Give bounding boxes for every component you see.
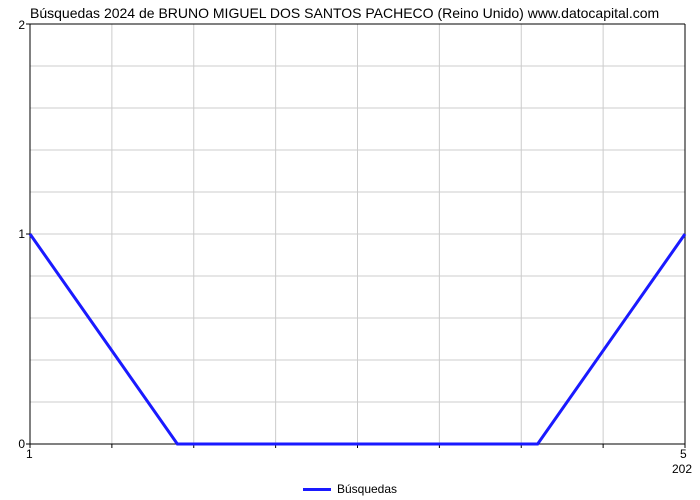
legend-label: Búsquedas — [337, 482, 397, 496]
chart-title: Búsquedas 2024 de BRUNO MIGUEL DOS SANTO… — [30, 5, 659, 21]
y-tick-0: 0 — [5, 437, 25, 451]
chart-container: Búsquedas 2024 de BRUNO MIGUEL DOS SANTO… — [0, 0, 700, 500]
legend-swatch — [303, 488, 331, 491]
y-tick-2: 2 — [5, 18, 25, 32]
legend: Búsquedas — [0, 482, 700, 496]
x-tick-right: 5 — [680, 447, 687, 461]
plot-area — [30, 24, 685, 444]
x-secondary-label: 202 — [672, 462, 692, 476]
x-tick-left: 1 — [26, 447, 33, 461]
y-tick-1: 1 — [5, 227, 25, 241]
